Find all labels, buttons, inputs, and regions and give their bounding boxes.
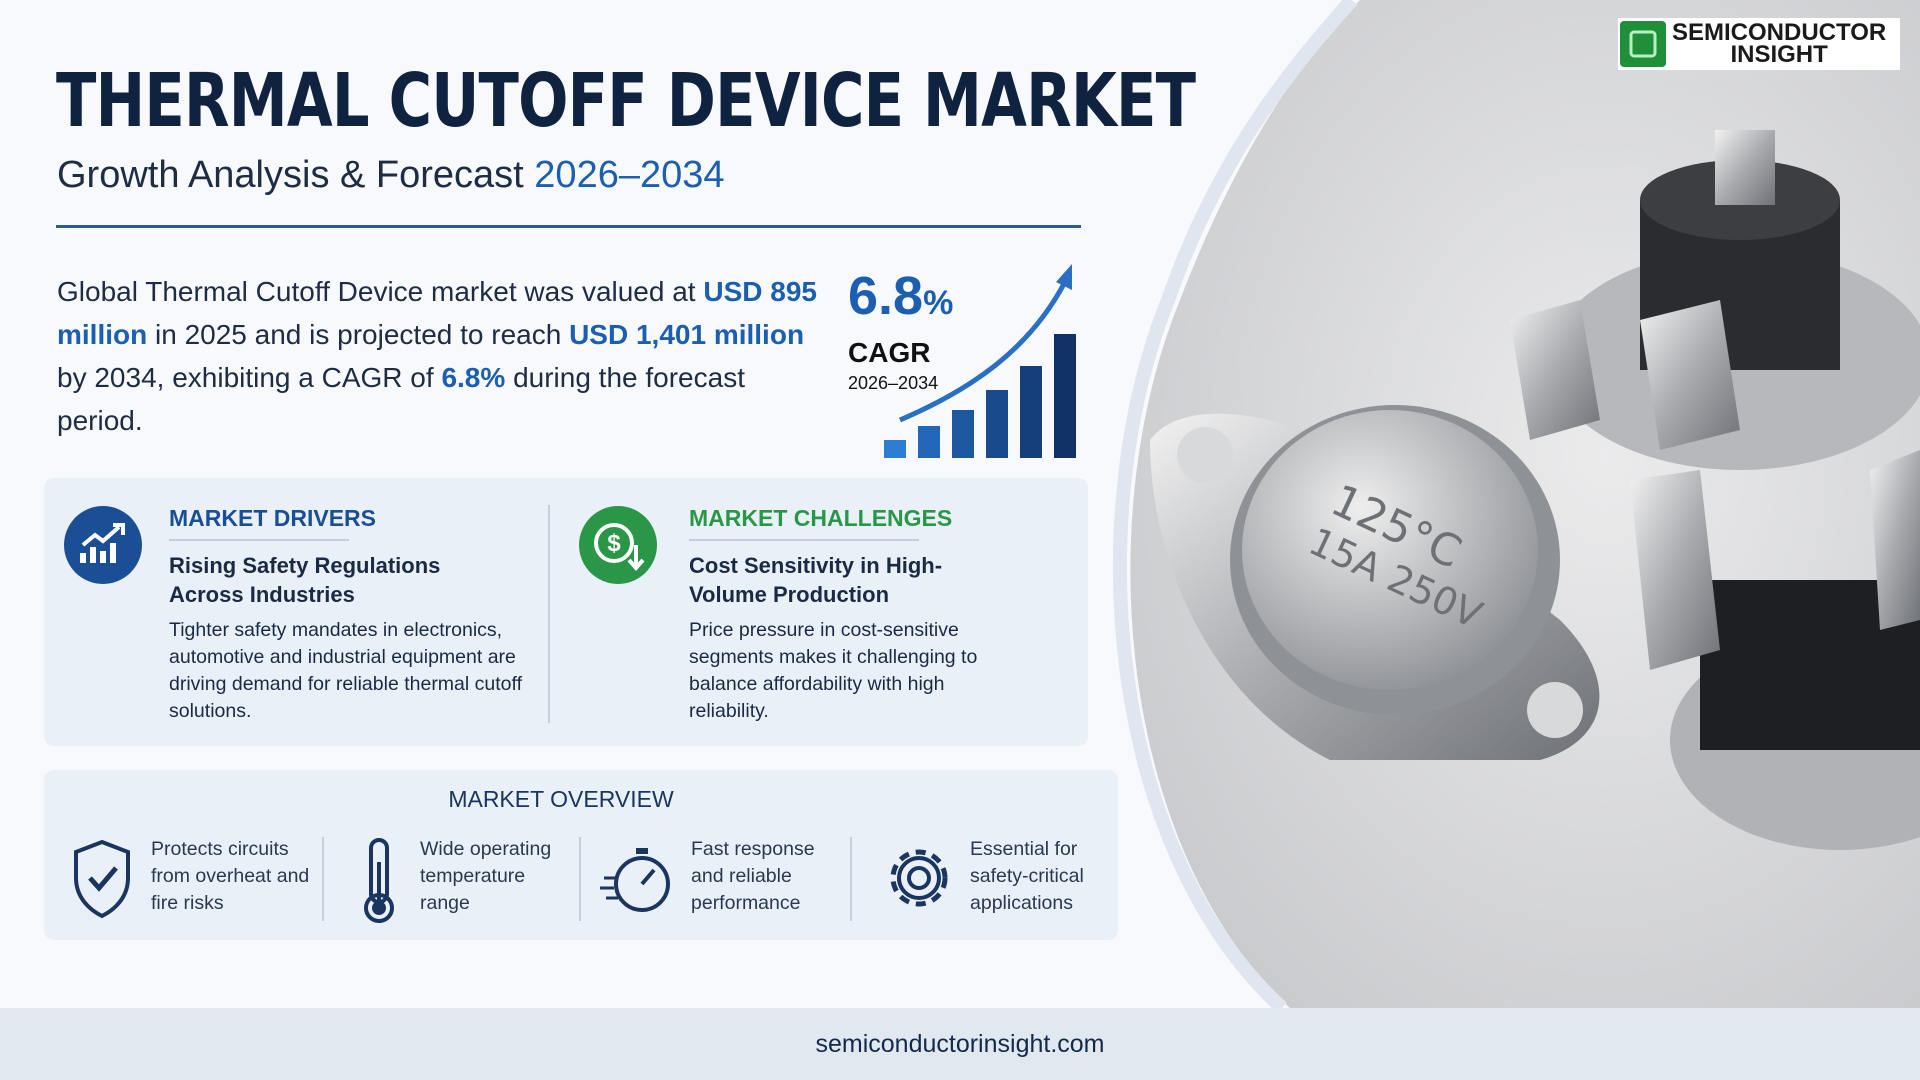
underline — [169, 539, 349, 541]
summary-highlight: 6.8% — [441, 362, 506, 393]
summary-highlight: USD 1,401 million — [569, 319, 805, 350]
drivers-challenges-panel — [44, 478, 1088, 746]
cagr-number: 6.8 — [848, 266, 924, 326]
separator — [548, 505, 550, 723]
product-right — [1630, 450, 1920, 850]
overview-item: Fast response and reliable performance — [691, 838, 815, 914]
subtitle: Growth Analysis & Forecast 2026–2034 — [57, 154, 725, 197]
product-back — [1510, 130, 1920, 470]
summary-text: by 2034, exhibiting a CAGR of — [57, 362, 434, 393]
footer: semiconductorinsight.com — [0, 1008, 1920, 1080]
cagr-unit: % — [923, 284, 954, 322]
overview-item: Wide operating temperature range — [420, 838, 552, 914]
drivers-body: Tighter safety mandates in electronics, … — [169, 619, 522, 722]
logo-text: SEMICONDUCTOR INSIGHT — [1672, 19, 1887, 68]
product-front: 125°C 15A 250V — [1150, 405, 1600, 760]
cagr-label: CAGR — [848, 337, 931, 368]
subtitle-period: 2026–2034 — [534, 154, 725, 196]
summary-text: Global Thermal Cutoff Device market was … — [57, 276, 696, 307]
challenges-title: Cost Sensitivity in High-Volume Producti… — [689, 553, 943, 607]
drivers-heading: MARKET DRIVERS — [169, 505, 377, 531]
drivers-title: Rising Safety Regulations Across Industr… — [169, 553, 441, 607]
logo-icon — [1620, 21, 1666, 67]
overview-icons — [74, 837, 948, 923]
growth-graphic — [884, 264, 1076, 458]
summary-text: in 2025 and is projected to reach — [155, 319, 562, 350]
footer-url: semiconductorinsight.com — [815, 1030, 1105, 1058]
underline — [689, 539, 919, 541]
logo-line: SEMICONDUCTOR — [1672, 19, 1887, 46]
overview-heading: MARKET OVERVIEW — [448, 786, 674, 812]
summary-text: during the forecast period. — [57, 362, 745, 436]
logo-line: INSIGHT — [1730, 41, 1828, 68]
drivers-icon — [64, 506, 142, 584]
challenges-body: Price pressure in cost-sensitive segment… — [689, 619, 978, 722]
overview-item: Essential for safety-critical applicatio… — [970, 838, 1084, 914]
cagr-value: 6.8% — [848, 268, 953, 331]
cagr: 6.8% CAGR 2026–2034 — [848, 268, 953, 394]
overview-item: Protects circuits from overheat and fire… — [151, 838, 310, 914]
summary-highlight: USD 895 million — [57, 276, 817, 350]
divider — [56, 225, 1081, 228]
challenges-icon: $ — [579, 506, 657, 584]
subtitle-text: Growth Analysis & Forecast — [57, 154, 524, 196]
challenges-heading: MARKET CHALLENGES — [689, 505, 953, 531]
svg-text:$: $ — [607, 530, 621, 557]
background-art: 125°C 15A 250V — [1113, 0, 1920, 1008]
cagr-period: 2026–2034 — [848, 373, 939, 393]
title: THERMAL CUTOFF DEVICE MARKET — [56, 58, 1196, 144]
logo: SEMICONDUCTOR INSIGHT — [1618, 18, 1900, 70]
summary: Global Thermal Cutoff Device market was … — [57, 270, 817, 442]
